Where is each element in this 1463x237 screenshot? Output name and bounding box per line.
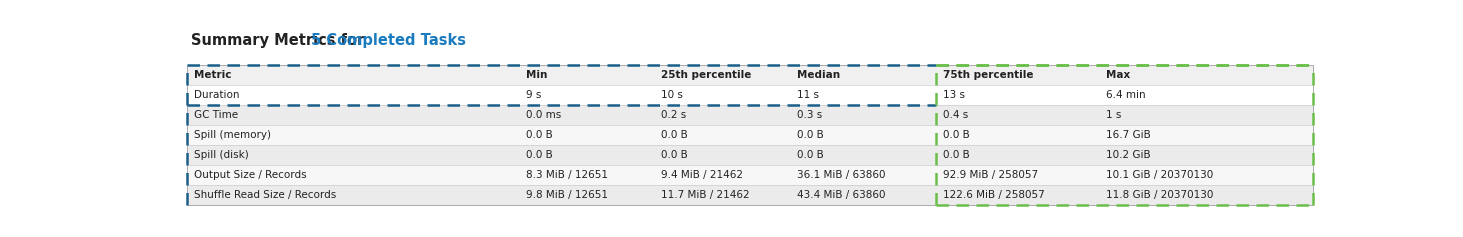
Text: 0.2 s: 0.2 s xyxy=(661,110,686,120)
Text: 0.0 B: 0.0 B xyxy=(527,150,553,160)
Text: 11.7 MiB / 21462: 11.7 MiB / 21462 xyxy=(661,190,751,201)
Text: 0.0 B: 0.0 B xyxy=(527,130,553,140)
Text: 16.7 GiB: 16.7 GiB xyxy=(1106,130,1151,140)
Text: 8.3 MiB / 12651: 8.3 MiB / 12651 xyxy=(527,170,609,180)
Text: 0.0 B: 0.0 B xyxy=(796,130,824,140)
Text: 0.4 s: 0.4 s xyxy=(944,110,969,120)
Text: GC Time: GC Time xyxy=(195,110,238,120)
Text: 11 s: 11 s xyxy=(796,90,819,100)
Text: 0.3 s: 0.3 s xyxy=(796,110,822,120)
Text: 122.6 MiB / 258057: 122.6 MiB / 258057 xyxy=(944,190,1045,201)
Text: 0.0 B: 0.0 B xyxy=(661,150,688,160)
Bar xyxy=(187,85,1314,105)
Bar xyxy=(187,145,1314,165)
Text: Max: Max xyxy=(1106,70,1131,80)
Text: 25th percentile: 25th percentile xyxy=(661,70,752,80)
Text: Shuffle Read Size / Records: Shuffle Read Size / Records xyxy=(195,190,336,201)
Text: 0.0 ms: 0.0 ms xyxy=(527,110,562,120)
Text: 10.2 GiB: 10.2 GiB xyxy=(1106,150,1151,160)
Text: 6.4 min: 6.4 min xyxy=(1106,90,1146,100)
Bar xyxy=(187,185,1314,205)
Text: 9.8 MiB / 12651: 9.8 MiB / 12651 xyxy=(527,190,609,201)
Text: 36.1 MiB / 63860: 36.1 MiB / 63860 xyxy=(796,170,885,180)
Text: 10.1 GiB / 20370130: 10.1 GiB / 20370130 xyxy=(1106,170,1213,180)
Bar xyxy=(187,65,1314,205)
Text: Min: Min xyxy=(527,70,547,80)
Text: Metric: Metric xyxy=(195,70,231,80)
Text: 9 s: 9 s xyxy=(527,90,541,100)
Text: 13 s: 13 s xyxy=(944,90,966,100)
Text: 0.0 B: 0.0 B xyxy=(661,130,688,140)
Text: 43.4 MiB / 63860: 43.4 MiB / 63860 xyxy=(796,190,885,201)
Text: Spill (disk): Spill (disk) xyxy=(195,150,249,160)
Bar xyxy=(187,165,1314,185)
Bar xyxy=(187,125,1314,145)
Text: Spill (memory): Spill (memory) xyxy=(195,130,271,140)
Text: 92.9 MiB / 258057: 92.9 MiB / 258057 xyxy=(944,170,1039,180)
Text: 5 Completed Tasks: 5 Completed Tasks xyxy=(312,33,467,48)
Text: Output Size / Records: Output Size / Records xyxy=(195,170,307,180)
Bar xyxy=(187,65,1314,85)
Text: 1 s: 1 s xyxy=(1106,110,1122,120)
Text: 9.4 MiB / 21462: 9.4 MiB / 21462 xyxy=(661,170,743,180)
Text: 0.0 B: 0.0 B xyxy=(796,150,824,160)
Text: 10 s: 10 s xyxy=(661,90,683,100)
Text: Summary Metrics for: Summary Metrics for xyxy=(190,33,369,48)
Text: 0.0 B: 0.0 B xyxy=(944,130,970,140)
Bar xyxy=(187,105,1314,125)
Text: Median: Median xyxy=(796,70,840,80)
Text: Duration: Duration xyxy=(195,90,240,100)
Text: 0.0 B: 0.0 B xyxy=(944,150,970,160)
Text: 11.8 GiB / 20370130: 11.8 GiB / 20370130 xyxy=(1106,190,1213,201)
Text: 75th percentile: 75th percentile xyxy=(944,70,1033,80)
